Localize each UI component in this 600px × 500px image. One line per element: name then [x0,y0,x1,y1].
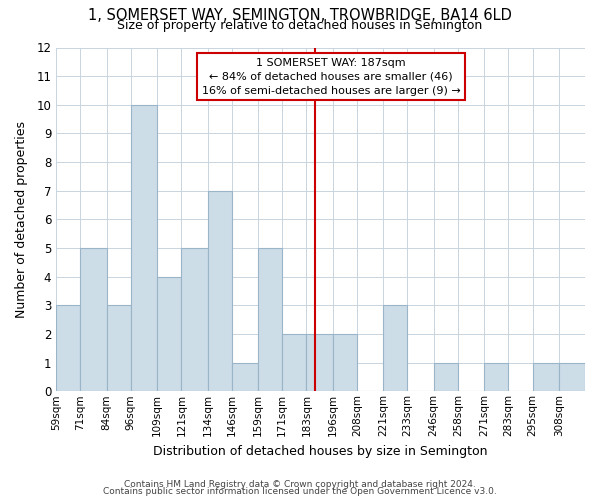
Text: Contains public sector information licensed under the Open Government Licence v3: Contains public sector information licen… [103,488,497,496]
Bar [383,306,407,392]
Bar [333,334,357,392]
Bar [181,248,208,392]
Bar [307,334,333,392]
Y-axis label: Number of detached properties: Number of detached properties [15,121,28,318]
Bar [232,362,258,392]
Bar [80,248,107,392]
Bar [157,276,181,392]
Text: 1, SOMERSET WAY, SEMINGTON, TROWBRIDGE, BA14 6LD: 1, SOMERSET WAY, SEMINGTON, TROWBRIDGE, … [88,8,512,22]
Bar [484,362,508,392]
Bar [56,306,80,392]
Bar [434,362,458,392]
Bar [282,334,307,392]
Bar [533,362,559,392]
Bar [208,190,232,392]
Text: Contains HM Land Registry data © Crown copyright and database right 2024.: Contains HM Land Registry data © Crown c… [124,480,476,489]
Bar [107,306,131,392]
Bar [131,105,157,392]
X-axis label: Distribution of detached houses by size in Semington: Distribution of detached houses by size … [154,444,488,458]
Text: 1 SOMERSET WAY: 187sqm
← 84% of detached houses are smaller (46)
16% of semi-det: 1 SOMERSET WAY: 187sqm ← 84% of detached… [202,58,461,96]
Text: Size of property relative to detached houses in Semington: Size of property relative to detached ho… [118,18,482,32]
Bar [258,248,282,392]
Bar [559,362,585,392]
